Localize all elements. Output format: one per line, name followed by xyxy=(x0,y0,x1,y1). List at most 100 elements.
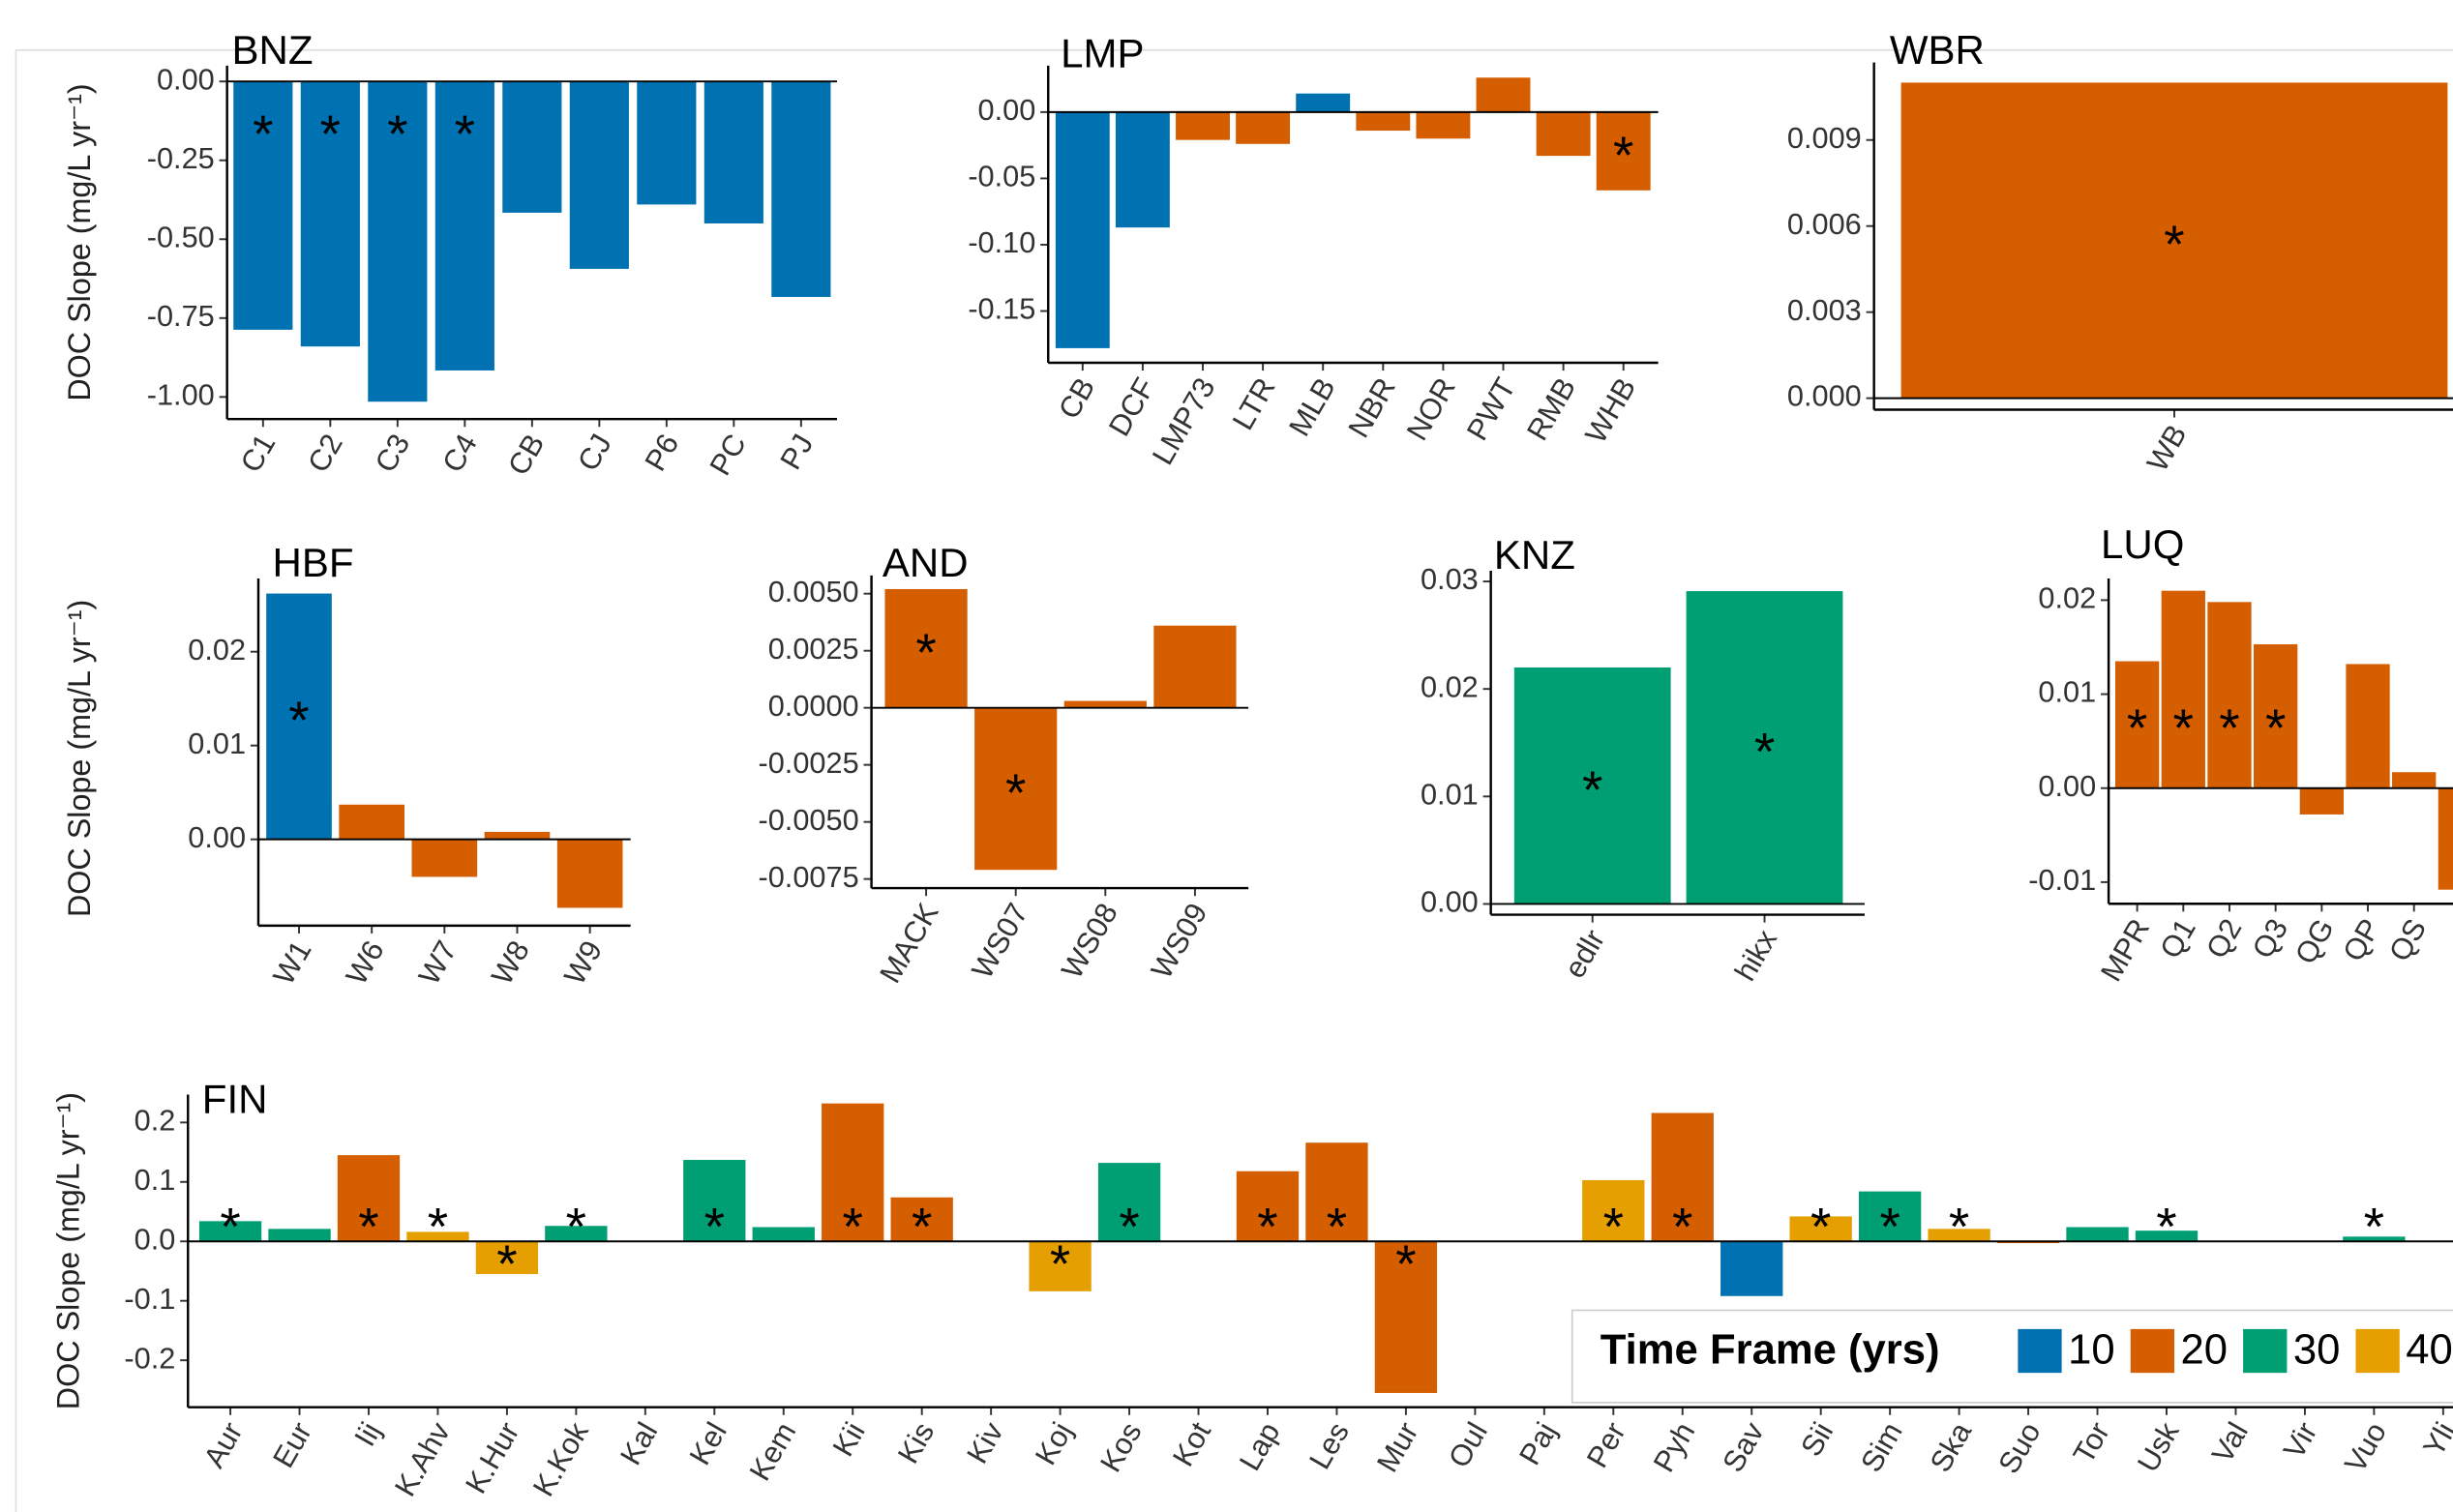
y-tick-label: 0.0000 xyxy=(768,689,859,723)
bar xyxy=(1063,700,1147,708)
figure-frame xyxy=(15,48,2453,1512)
bar xyxy=(637,81,697,205)
bar xyxy=(1686,591,1843,904)
x-tick-label: W7 xyxy=(412,934,464,990)
bar xyxy=(1374,1241,1438,1393)
x-tick-label: Sim xyxy=(1854,1416,1909,1477)
significance-marker: * xyxy=(566,1196,586,1256)
bar xyxy=(2392,772,2437,788)
bar xyxy=(890,1197,953,1242)
significance-marker: * xyxy=(1810,1196,1831,1256)
x-tick-label: CB xyxy=(1052,371,1102,424)
bar xyxy=(1582,1179,1645,1242)
y-tick-label: -1.00 xyxy=(147,377,215,411)
x-tick-label: WHB xyxy=(1578,371,1642,449)
bar xyxy=(1536,111,1591,157)
y-tick-label: 0.03 xyxy=(1421,562,1479,596)
bar xyxy=(233,81,293,330)
x-tick-label: Q3 xyxy=(2245,913,2294,964)
y-tick-label: -0.1 xyxy=(124,1282,175,1316)
x-tick-label: DCF xyxy=(1102,371,1162,441)
x-tick-label: Kot xyxy=(1166,1416,1218,1472)
x-tick-label: QS xyxy=(2382,913,2433,967)
bar xyxy=(2438,787,2453,890)
bar xyxy=(502,81,562,213)
significance-marker: * xyxy=(1257,1196,1277,1256)
bar xyxy=(771,81,831,297)
x-tick-label: K.Kok xyxy=(526,1416,596,1502)
legend-label: 30 xyxy=(2293,1326,2341,1374)
legend-swatch xyxy=(2130,1328,2175,1374)
bar xyxy=(1097,1163,1161,1242)
x-tick-label: CB xyxy=(501,429,552,481)
significance-marker: * xyxy=(1395,1233,1416,1293)
significance-marker: * xyxy=(1327,1196,1347,1256)
bar xyxy=(337,1155,401,1242)
x-tick-label: Pyh xyxy=(1647,1416,1702,1477)
bar xyxy=(1651,1112,1714,1242)
panel-title: HBF xyxy=(273,540,354,585)
x-tick-label: W6 xyxy=(339,934,390,990)
y-axis-label: DOC Slope (mg/L yr⁻¹) xyxy=(51,1092,86,1409)
y-tick-label: 0.00 xyxy=(2038,769,2096,803)
bar xyxy=(484,831,551,840)
x-tick-label: Paj xyxy=(1512,1416,1564,1470)
y-tick-label: -0.01 xyxy=(2028,863,2096,897)
y-tick-label: -0.10 xyxy=(968,225,1035,259)
bar xyxy=(1928,1229,1990,1242)
x-tick-label: Oul xyxy=(1442,1416,1494,1473)
significance-marker: * xyxy=(915,622,936,682)
significance-marker: * xyxy=(2173,697,2194,757)
x-tick-label: P6 xyxy=(638,429,685,477)
significance-marker: * xyxy=(387,104,407,163)
x-tick-label: C3 xyxy=(368,429,416,478)
bar xyxy=(1596,111,1651,191)
y-tick-label: 0.02 xyxy=(1421,669,1479,703)
y-tick-label: -0.0025 xyxy=(759,746,859,780)
significance-marker: * xyxy=(358,1196,378,1256)
significance-marker: * xyxy=(2219,697,2239,757)
x-tick-label: Ska xyxy=(1923,1415,1978,1477)
bar xyxy=(2254,644,2298,788)
x-tick-label: Iij xyxy=(347,1416,387,1452)
legend-label: 20 xyxy=(2180,1326,2228,1374)
x-tick-label: WB xyxy=(2140,419,2194,477)
legend-title: Time Frame (yrs) xyxy=(1600,1326,1940,1374)
y-tick-label: 0.2 xyxy=(135,1103,176,1137)
significance-marker: * xyxy=(253,104,273,163)
x-tick-label: Kis xyxy=(891,1416,942,1468)
significance-marker: * xyxy=(288,690,309,750)
bar xyxy=(1720,1241,1783,1296)
y-tick-label: 0.00 xyxy=(188,820,246,854)
x-tick-label: Les xyxy=(1302,1416,1356,1474)
x-tick-label: NBR xyxy=(1341,371,1402,443)
bar xyxy=(2343,1236,2406,1242)
bar xyxy=(1176,111,1230,140)
x-tick-label: Vir xyxy=(2277,1416,2324,1465)
significance-marker: * xyxy=(704,1196,725,1256)
bar xyxy=(1153,625,1237,708)
bar xyxy=(2207,602,2252,788)
bar xyxy=(2114,661,2160,788)
x-tick-label: LTR xyxy=(1225,371,1281,435)
x-tick-label: W9 xyxy=(557,934,609,990)
x-tick-label: Val xyxy=(2205,1416,2255,1468)
x-tick-label: NOR xyxy=(1400,371,1462,446)
bar xyxy=(300,81,360,347)
x-tick-label: Q1 xyxy=(2153,913,2202,964)
y-tick-label: -0.2 xyxy=(124,1341,175,1375)
bar xyxy=(822,1103,884,1242)
x-tick-label: K.Hur xyxy=(459,1416,526,1498)
legend-label: 40 xyxy=(2406,1326,2453,1374)
y-tick-label: 0.00 xyxy=(1421,885,1479,919)
y-tick-label: 0.000 xyxy=(1787,379,1862,413)
x-tick-label: edlr xyxy=(1557,924,1611,984)
bar xyxy=(339,804,404,840)
x-tick-label: Tor xyxy=(2066,1416,2116,1468)
significance-marker: * xyxy=(320,104,341,163)
x-tick-label: C1 xyxy=(233,429,282,478)
x-tick-label: QG xyxy=(2288,913,2341,970)
significance-marker: * xyxy=(428,1196,448,1256)
y-tick-label: -0.05 xyxy=(968,160,1035,193)
x-tick-label: Q2 xyxy=(2199,913,2249,964)
